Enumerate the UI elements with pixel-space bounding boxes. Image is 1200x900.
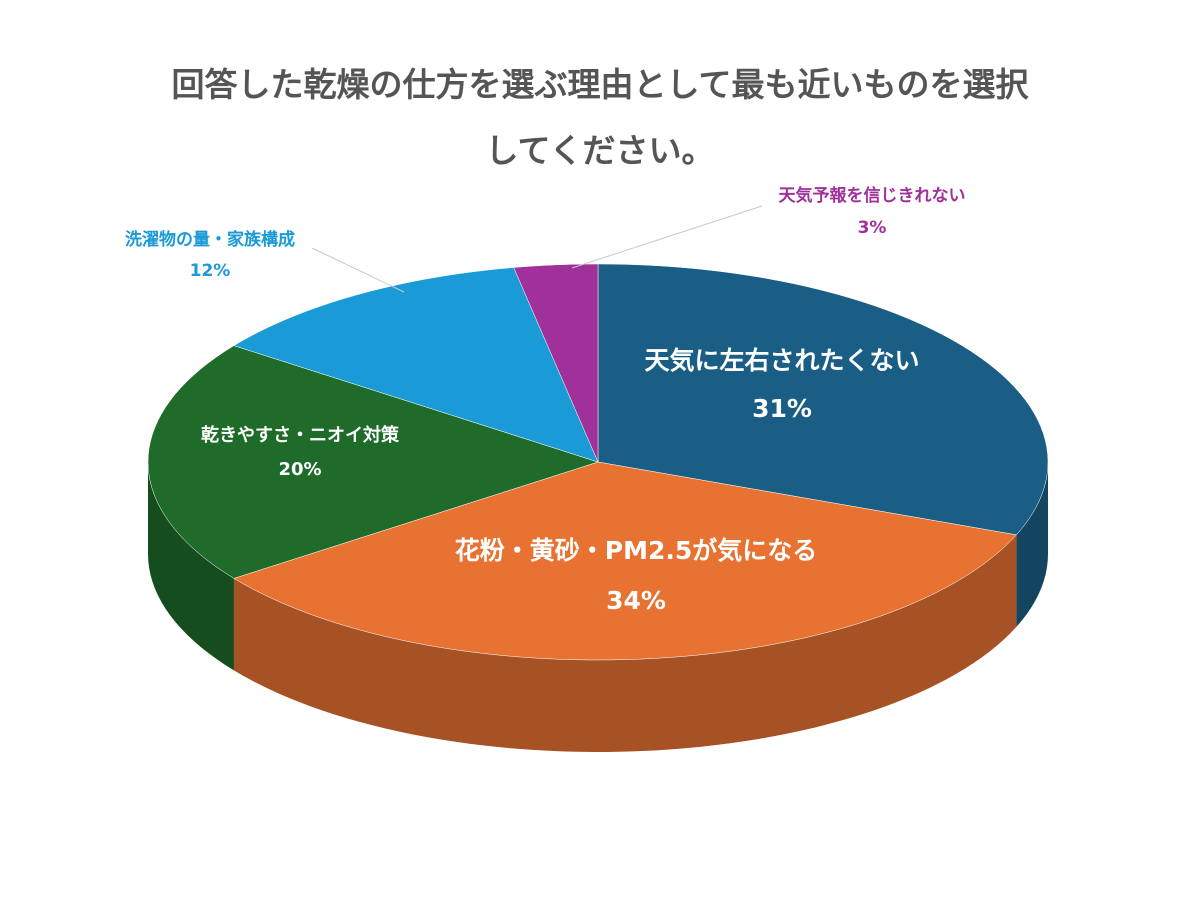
slice bbox=[513, 263, 599, 463]
data-label-value: 31% bbox=[752, 394, 812, 423]
slice-side bbox=[148, 462, 234, 671]
data-label-value: 12% bbox=[190, 261, 231, 281]
slice bbox=[147, 345, 599, 579]
leader-line bbox=[571, 205, 763, 269]
leader-line bbox=[311, 247, 405, 293]
slice bbox=[233, 267, 599, 463]
data-label-name: 天気に左右されたくない bbox=[644, 346, 919, 375]
data-label-value: 20% bbox=[278, 459, 321, 480]
slice-side bbox=[1016, 462, 1048, 627]
slice-side bbox=[233, 534, 1017, 752]
chart-title: 回答した乾燥の仕方を選ぶ理由として最も近いものを選択してください。 bbox=[171, 65, 1029, 170]
slice bbox=[233, 461, 1017, 661]
data-label-name: 天気予報を信じきれない bbox=[779, 185, 966, 206]
data-label-name: 乾きやすさ・ニオイ対策 bbox=[201, 424, 400, 446]
data-label-value: 34% bbox=[606, 586, 666, 615]
data-label-value: 3% bbox=[858, 218, 887, 238]
data-label-name: 花粉・黄砂・PM2.5が気になる bbox=[455, 536, 818, 565]
slice bbox=[597, 263, 1049, 536]
data-label-name: 洗濯物の量・家族構成 bbox=[125, 229, 295, 250]
